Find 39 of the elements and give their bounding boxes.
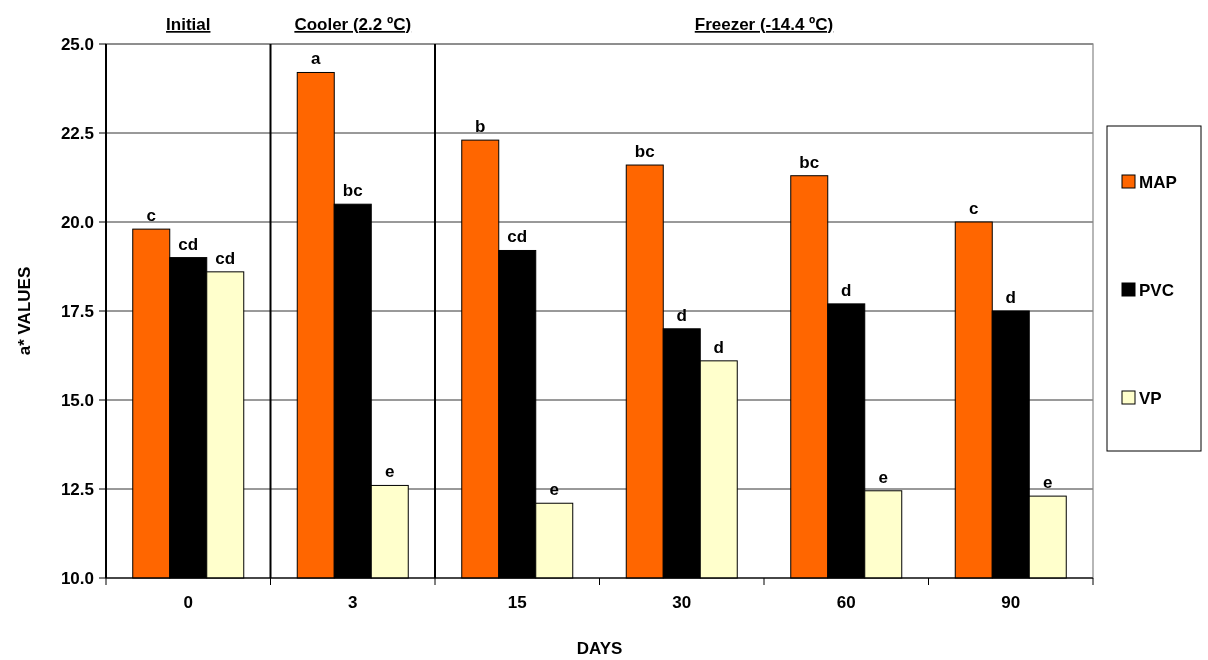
legend-label: VP (1139, 388, 1162, 408)
y-tick-label: 17.5 (60, 301, 94, 321)
data-label: d (713, 337, 724, 357)
data-label: bc (342, 181, 363, 201)
data-label: c (146, 206, 156, 226)
data-label: b (475, 117, 486, 137)
y-tick-label: 22.5 (60, 123, 94, 143)
data-label: e (385, 462, 395, 482)
y-tick-label: 25.0 (60, 34, 94, 54)
data-label: d (1005, 288, 1016, 307)
data-label: bc (799, 152, 820, 172)
data-label: bc (634, 142, 655, 162)
data-label: e (878, 467, 888, 487)
x-tick-label: 3 (348, 593, 358, 612)
data-label: d (676, 305, 687, 325)
x-tick-label: 90 (1001, 593, 1021, 612)
x-axis-title: DAYS (576, 639, 623, 658)
text: Cooler (2.2 ºC) (294, 15, 412, 34)
x-tick-label: 60 (836, 593, 856, 612)
data-label: cd (178, 234, 199, 254)
legend-label: MAP (1139, 172, 1177, 192)
data-label: e (549, 480, 559, 500)
legend-label: PVC (1139, 280, 1174, 300)
data-label: a (311, 49, 322, 69)
y-tick-label: 10.0 (60, 568, 94, 588)
x-tick-label: 15 (507, 593, 527, 612)
y-tick-label: 12.5 (60, 479, 94, 499)
x-tick-label: 0 (183, 593, 193, 612)
data-label: d (841, 280, 852, 300)
x-tick-label: 30 (672, 593, 692, 612)
y-axis-title: a* VALUES (15, 266, 34, 356)
data-label: cd (507, 227, 528, 247)
data-label: e (1043, 473, 1053, 493)
y-tick-label: 15.0 (60, 390, 94, 410)
text: Freezer (-14.4 ºC) (694, 15, 834, 34)
y-tick-label: 20.0 (60, 212, 94, 232)
text: Initial (166, 15, 211, 34)
data-label: cd (215, 248, 236, 268)
data-label: c (969, 199, 979, 218)
